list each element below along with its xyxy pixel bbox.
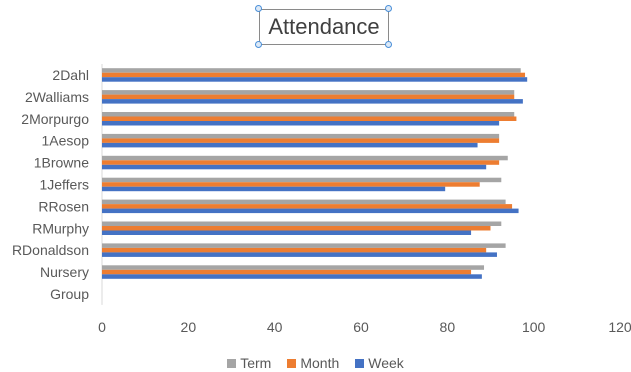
bar-term[interactable] (102, 265, 485, 270)
bar-week[interactable] (102, 274, 482, 279)
chart-title-text: Attendance (268, 14, 380, 39)
bar-month[interactable] (102, 94, 515, 100)
legend-item-term: Term (227, 354, 271, 372)
x-tick-label: 120 (608, 319, 631, 335)
bar-term[interactable] (102, 221, 502, 227)
bar-month[interactable] (102, 138, 500, 143)
category-label: 1Jeffers (39, 176, 89, 192)
legend-label-week: Week (368, 355, 404, 371)
bar-month[interactable] (102, 160, 500, 165)
category-label: 2Morpurgo (21, 111, 89, 127)
bar-month[interactable] (102, 226, 491, 231)
bar-term[interactable] (102, 90, 515, 95)
x-tick-label: 80 (440, 319, 456, 335)
category-label: 1Aesop (42, 133, 90, 149)
resize-handle-bottom-right[interactable] (385, 41, 392, 48)
legend-item-month: Month (287, 354, 339, 372)
category-label: 2Dahl (52, 67, 89, 83)
category-label: RDonaldson (12, 242, 89, 258)
bar-term[interactable] (102, 199, 506, 205)
bar-month[interactable] (102, 116, 517, 122)
x-tick-label: 100 (522, 319, 546, 335)
bar-week[interactable] (102, 252, 497, 257)
category-label: Nursery (40, 264, 89, 280)
category-label: 2Walliams (25, 89, 89, 105)
bar-week[interactable] (102, 142, 478, 148)
x-tick-label: 20 (181, 319, 197, 335)
x-tick-label: 0 (98, 319, 106, 335)
bar-term[interactable] (102, 243, 506, 248)
legend-label-term: Term (240, 355, 272, 371)
x-tick-label: 60 (353, 319, 369, 335)
bar-week[interactable] (102, 186, 446, 192)
bar-term[interactable] (102, 177, 502, 183)
bar-month[interactable] (102, 247, 487, 253)
bar-term[interactable] (102, 112, 515, 117)
bar-week[interactable] (102, 121, 500, 126)
bar-term[interactable] (102, 68, 521, 73)
bar-week[interactable] (102, 164, 487, 170)
chart-title[interactable]: Attendance (259, 9, 389, 45)
legend-swatch-week (355, 358, 365, 368)
resize-handle-bottom-left[interactable] (255, 41, 262, 48)
category-label: 1Browne (34, 155, 89, 171)
bar-term[interactable] (102, 133, 500, 139)
category-label: Group (50, 286, 89, 302)
bar-week[interactable] (102, 230, 472, 236)
bar-month[interactable] (102, 182, 480, 187)
resize-handle-top-right[interactable] (385, 5, 392, 12)
x-tick-label: 40 (267, 319, 283, 335)
category-label: RRosen (38, 198, 89, 214)
legend-swatch-month (287, 358, 297, 368)
bar-month[interactable] (102, 269, 472, 275)
bar-week[interactable] (102, 208, 519, 214)
bar-month[interactable] (102, 204, 513, 209)
legend-label-month: Month (300, 355, 340, 371)
resize-handle-top-left[interactable] (255, 5, 262, 12)
legend-swatch-term (227, 358, 237, 368)
bar-week[interactable] (102, 77, 528, 82)
legend-item-week: Week (355, 354, 404, 372)
bar-term[interactable] (102, 155, 508, 161)
chart-legend: Term Month Week (0, 354, 631, 372)
bar-week[interactable] (102, 99, 523, 104)
bar-month[interactable] (102, 72, 526, 78)
category-label: RMurphy (32, 220, 89, 236)
